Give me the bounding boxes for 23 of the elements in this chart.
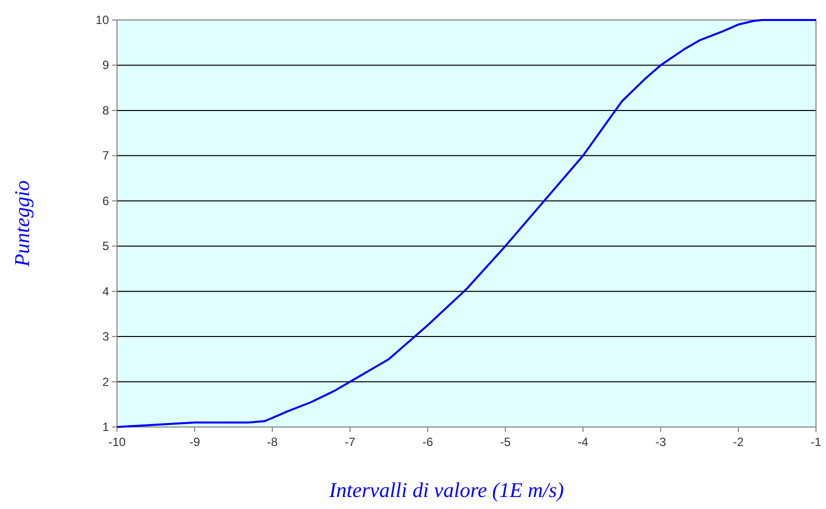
- y-tick-label: 9: [102, 58, 110, 72]
- x-tick-label: -2: [732, 435, 744, 449]
- y-tick-label: 4: [102, 284, 110, 298]
- x-tick-label: -6: [422, 435, 434, 449]
- x-tick-label: -5: [500, 435, 511, 449]
- y-tick-label: 10: [96, 13, 110, 27]
- x-tick-label: -9: [189, 435, 200, 449]
- y-tick-label: 3: [102, 330, 110, 344]
- x-tick-label: -1: [810, 435, 822, 449]
- y-tick-label: 1: [102, 420, 110, 434]
- x-axis-title: Intervalli di valore (1E m/s): [328, 478, 564, 502]
- x-tick-label: -10: [108, 435, 126, 449]
- x-tick-label: -3: [655, 435, 666, 449]
- y-tick-label: 7: [102, 148, 110, 163]
- y-axis-title: Punteggio: [10, 180, 34, 268]
- x-tick-label: -7: [344, 435, 356, 449]
- line-series: [116, 19, 817, 428]
- y-tick-label: 6: [102, 194, 110, 208]
- y-tick-label: 2: [102, 374, 110, 389]
- y-tick-label: 8: [102, 103, 110, 118]
- y-tick-label: 5: [102, 239, 110, 254]
- x-tick-label: -4: [578, 435, 589, 449]
- x-tick-label: -8: [266, 435, 278, 449]
